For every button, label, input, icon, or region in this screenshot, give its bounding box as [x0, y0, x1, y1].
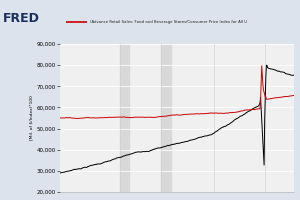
- Text: (Advance Retail Sales: Food and Beverage Stores/Consumer Price Index for All U: (Advance Retail Sales: Food and Beverage…: [90, 20, 247, 24]
- Bar: [120, 44, 129, 192]
- Y-axis label: [Mil. of $/Index)*100: [Mil. of $/Index)*100: [30, 96, 34, 140]
- Text: FRED: FRED: [3, 11, 40, 24]
- Bar: [160, 44, 171, 192]
